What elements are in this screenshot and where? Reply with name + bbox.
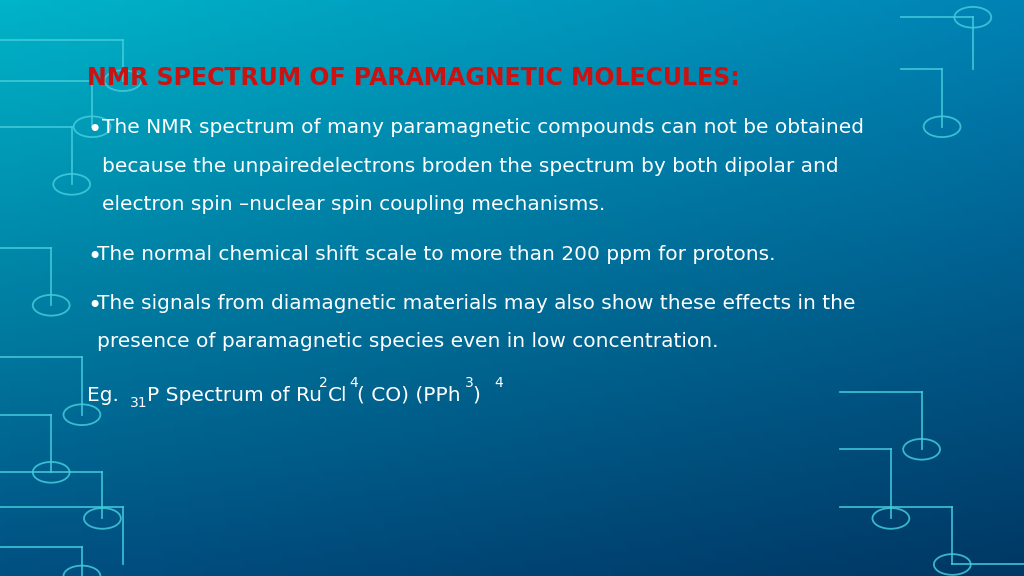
Text: •: •: [87, 294, 101, 318]
Text: Eg.: Eg.: [87, 386, 125, 405]
Text: •: •: [87, 245, 101, 269]
Text: ( CO) (PPh: ( CO) (PPh: [357, 386, 461, 405]
Text: 4: 4: [495, 376, 504, 389]
Text: Cl: Cl: [328, 386, 347, 405]
Text: NMR SPECTRUM OF PARAMAGNETIC MOLECULES:: NMR SPECTRUM OF PARAMAGNETIC MOLECULES:: [87, 66, 739, 90]
Text: 31: 31: [130, 396, 147, 410]
Text: The signals from diamagnetic materials may also show these effects in the: The signals from diamagnetic materials m…: [97, 294, 856, 313]
Text: •: •: [87, 118, 101, 142]
Text: 2: 2: [318, 376, 328, 389]
Text: The NMR spectrum of many paramagnetic compounds can not be obtained: The NMR spectrum of many paramagnetic co…: [102, 118, 864, 137]
Text: The normal chemical shift scale to more than 200 ppm for protons.: The normal chemical shift scale to more …: [97, 245, 776, 264]
Text: 4: 4: [349, 376, 357, 389]
Text: presence of paramagnetic species even in low concentration.: presence of paramagnetic species even in…: [97, 332, 719, 351]
Text: because the unpairedelectrons broden the spectrum by both dipolar and: because the unpairedelectrons broden the…: [102, 157, 839, 176]
Text: ): ): [473, 386, 487, 405]
Text: 3: 3: [465, 376, 474, 389]
Text: P Spectrum of Ru: P Spectrum of Ru: [146, 386, 322, 405]
Text: electron spin –nuclear spin coupling mechanisms.: electron spin –nuclear spin coupling mec…: [102, 195, 605, 214]
